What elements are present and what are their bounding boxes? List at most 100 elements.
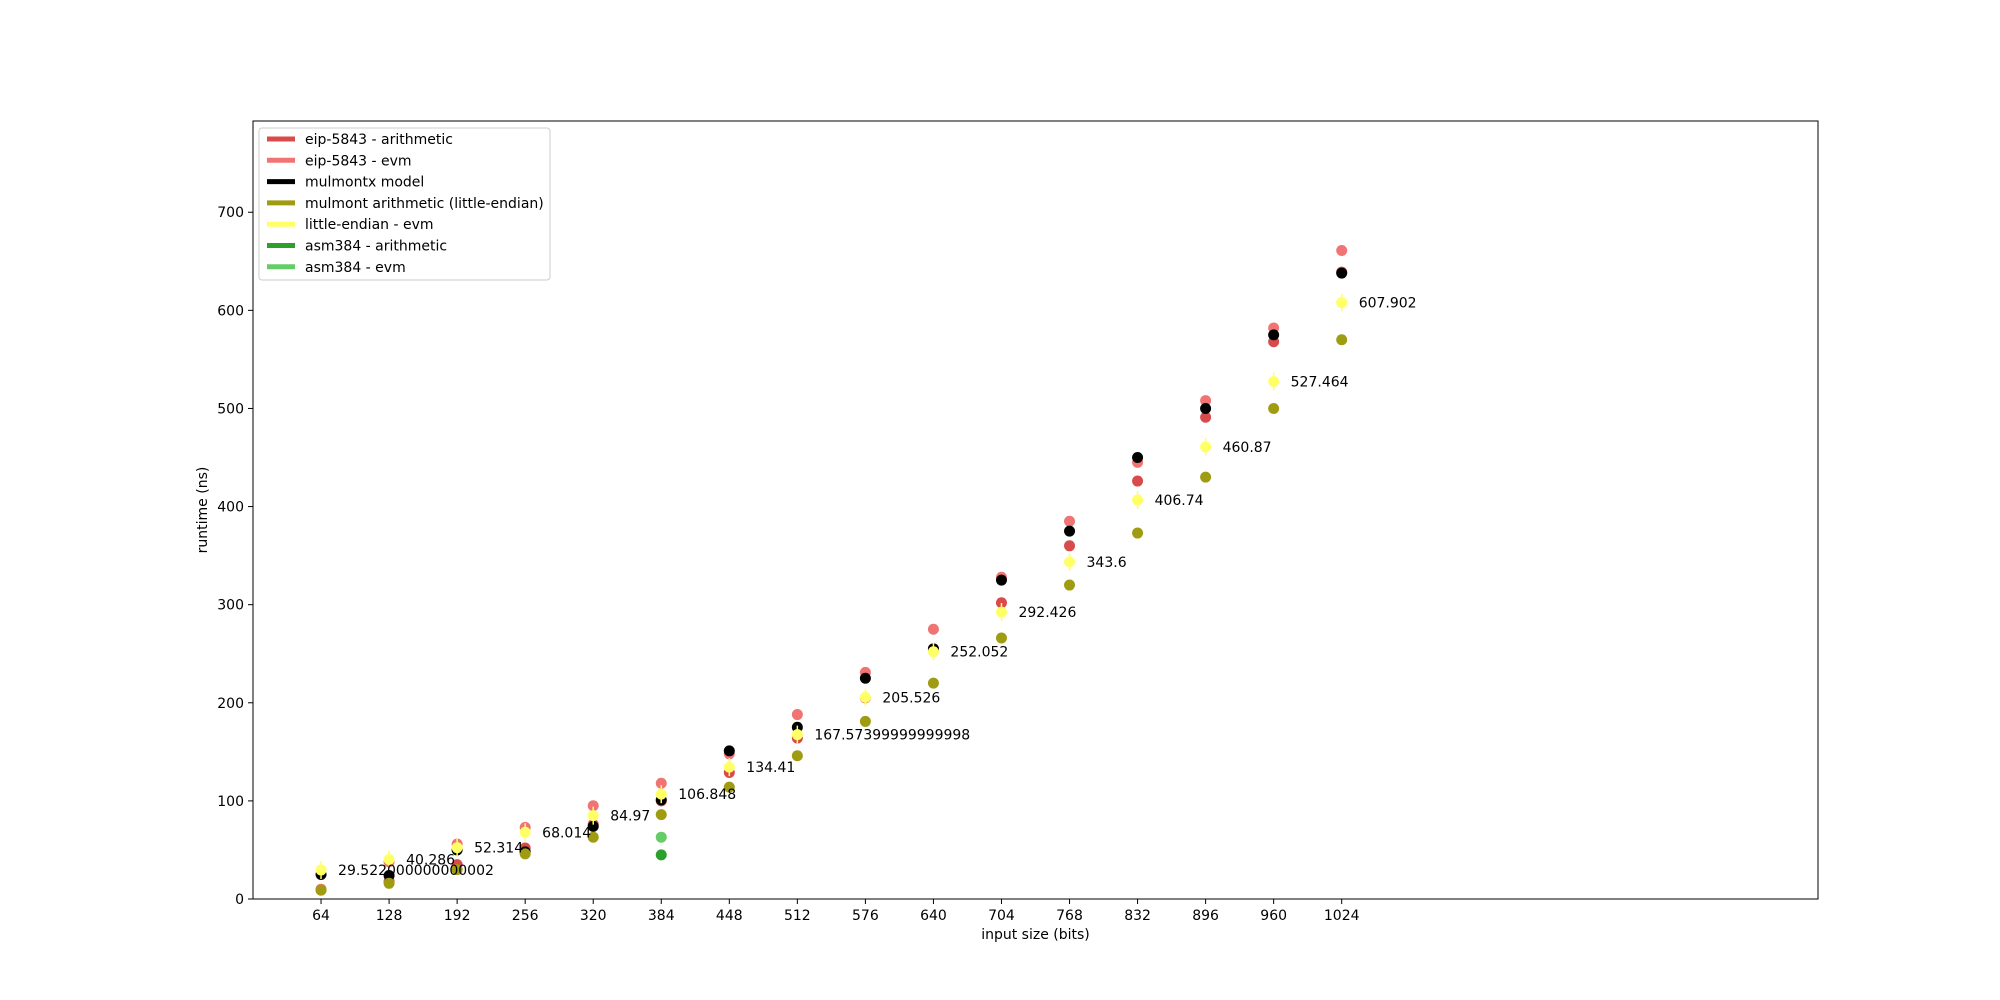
legend-label-5: asm384 - arithmetic [305, 239, 447, 255]
annotation-14: 527.464 [1291, 375, 1349, 391]
x-tick-label-128: 128 [376, 908, 403, 924]
point-0-13 [1200, 411, 1212, 423]
point-0-12 [1132, 475, 1144, 487]
x-axis-label: input size (bits) [981, 927, 1090, 943]
point-4-1 [383, 853, 395, 865]
point-5-0 [655, 849, 667, 861]
point-2-11 [1064, 525, 1076, 537]
point-3-7 [791, 750, 803, 762]
axes: 64 128 192 256 320 384 448 512 576 640 704 768 832 89… [217, 205, 1359, 924]
legend-label-0: eip-5843 - arithmetic [305, 132, 453, 148]
point-3-9 [927, 677, 939, 689]
y-tick-label-600: 600 [217, 303, 244, 319]
x-tick-label-896: 896 [1192, 908, 1219, 924]
point-2-15 [1336, 267, 1348, 279]
series-3 [315, 334, 1348, 896]
point-4-13 [1200, 441, 1212, 453]
point-2-6 [723, 745, 735, 757]
legend-label-6: asm384 - evm [305, 260, 406, 276]
point-3-0 [315, 884, 327, 896]
point-4-8 [859, 691, 871, 703]
point-4-4 [587, 810, 599, 822]
point-1-5 [655, 777, 667, 789]
legend-label-2: mulmontx model [305, 175, 424, 191]
annotation-3: 68.014 [542, 825, 591, 841]
point-4-12 [1132, 494, 1144, 506]
point-2-13 [1200, 402, 1212, 414]
annotation-10: 292.426 [1018, 605, 1076, 621]
annotation-13: 460.87 [1223, 440, 1272, 456]
point-4-10 [995, 606, 1007, 618]
series-5 [655, 849, 667, 861]
annotation-4: 84.97 [610, 809, 650, 825]
x-tick-label-512: 512 [784, 908, 811, 924]
point-4-14 [1268, 376, 1280, 388]
point-1-7 [791, 709, 803, 721]
point-4-0 [315, 864, 327, 876]
legend: eip-5843 - arithmetic eip-5843 - evm mulmo… [258, 127, 551, 281]
y-tick-label-100: 100 [217, 794, 244, 810]
point-3-5 [655, 809, 667, 821]
point-2-8 [859, 672, 871, 684]
point-4-7 [791, 729, 803, 741]
annotation-15: 607.902 [1359, 296, 1417, 312]
point-4-9 [927, 646, 939, 658]
point-1-13 [1200, 395, 1212, 407]
point-4-11 [1064, 556, 1076, 568]
point-2-1 [383, 869, 395, 881]
point-6-0 [655, 831, 667, 843]
plot-frame [252, 120, 1819, 900]
y-tick-label-500: 500 [217, 401, 244, 417]
x-tick-label-832: 832 [1124, 908, 1151, 924]
annotation-7: 167.57399999999998 [814, 728, 970, 744]
point-3-13 [1200, 471, 1212, 483]
y-axis-label: runtime (ns) [195, 467, 211, 554]
x-tick-label-192: 192 [444, 908, 471, 924]
y-tick-label-300: 300 [217, 598, 244, 614]
x-tick-label-320: 320 [580, 908, 607, 924]
point-3-10 [995, 632, 1007, 644]
y-tick-label-200: 200 [217, 696, 244, 712]
x-tick-label-640: 640 [920, 908, 947, 924]
point-3-1 [383, 877, 395, 889]
legend-label-3: mulmont arithmetic (little-endian) [305, 196, 544, 212]
y-tick-label-400: 400 [217, 500, 244, 516]
point-0-11 [1064, 540, 1076, 552]
point-3-12 [1132, 527, 1144, 539]
annotation-2: 52.314 [474, 841, 523, 857]
x-tick-label-448: 448 [716, 908, 743, 924]
point-4-6 [723, 761, 735, 773]
x-tick-label-384: 384 [648, 908, 675, 924]
x-tick-label-768: 768 [1056, 908, 1083, 924]
point-1-9 [927, 623, 939, 635]
annotation-1: 40.286 [406, 852, 455, 868]
x-tick-label-576: 576 [852, 908, 879, 924]
point-4-5 [655, 788, 667, 800]
annotation-5: 106.848 [678, 787, 736, 803]
series-4 [315, 293, 1348, 880]
y-tick-label-0: 0 [235, 892, 244, 908]
point-2-10 [995, 574, 1007, 586]
point-0-10 [995, 597, 1007, 609]
annotation-6: 134.41 [746, 760, 795, 776]
point-3-4 [587, 831, 599, 843]
annotation-11: 343.6 [1087, 555, 1127, 571]
point-3-3 [519, 848, 531, 860]
annotation-12: 406.74 [1155, 493, 1204, 509]
point-3-14 [1268, 402, 1280, 414]
point-3-6 [723, 781, 735, 793]
point-3-15 [1336, 334, 1348, 346]
point-3-11 [1064, 579, 1076, 591]
point-1-4 [587, 800, 599, 812]
point-4-3 [519, 826, 531, 838]
point-2-14 [1268, 329, 1280, 341]
x-tick-label-1024: 1024 [1324, 908, 1360, 924]
x-tick-label-64: 64 [312, 908, 330, 924]
annotation-9: 252.052 [950, 645, 1008, 661]
x-tick-label-960: 960 [1260, 908, 1287, 924]
annotation-0: 29.522000000000002 [338, 863, 494, 879]
x-tick-label-256: 256 [512, 908, 539, 924]
point-3-8 [859, 715, 871, 727]
